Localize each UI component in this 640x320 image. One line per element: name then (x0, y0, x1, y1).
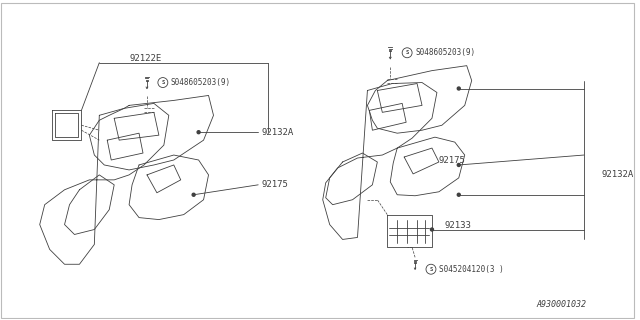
Text: 92175: 92175 (439, 156, 466, 164)
Circle shape (458, 193, 460, 196)
Text: S048605203(9): S048605203(9) (171, 78, 231, 87)
Circle shape (458, 87, 460, 90)
Text: S: S (429, 267, 433, 272)
Text: 92122E: 92122E (129, 54, 161, 63)
Text: 92132A: 92132A (261, 128, 293, 137)
Text: S048605203(9): S048605203(9) (415, 48, 476, 57)
Text: 92133: 92133 (445, 221, 472, 230)
Circle shape (458, 164, 460, 166)
Circle shape (197, 131, 200, 134)
Text: S: S (406, 50, 409, 55)
Circle shape (431, 228, 433, 231)
Text: 92175: 92175 (261, 180, 288, 189)
Text: 92132A: 92132A (602, 170, 634, 180)
Text: S045204120(3 ): S045204120(3 ) (439, 265, 504, 274)
Text: A930001032: A930001032 (536, 300, 586, 309)
Circle shape (192, 193, 195, 196)
Text: S: S (161, 80, 164, 85)
